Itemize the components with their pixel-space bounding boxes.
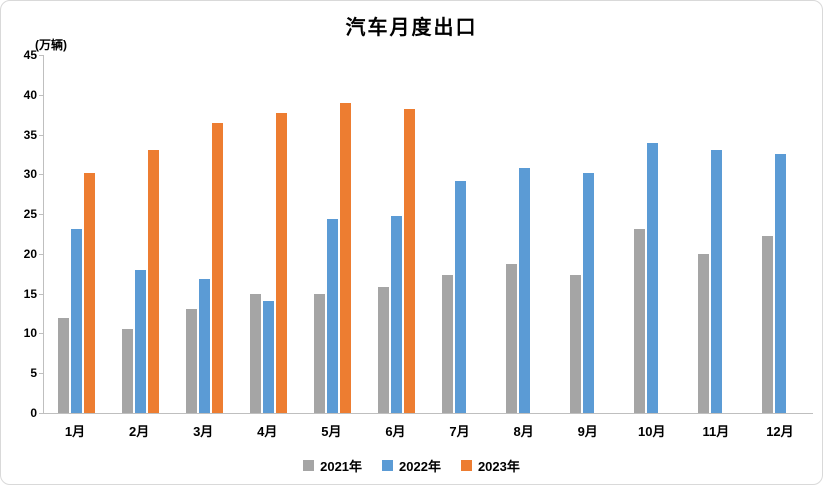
bar-2022年-11月 (711, 150, 723, 413)
x-tick-label: 3月 (193, 424, 214, 439)
y-tick-label: 10 (23, 326, 37, 341)
bar-2023年-5月 (339, 103, 351, 413)
bar-2021年-9月 (570, 275, 582, 413)
legend-label: 2021年 (320, 459, 363, 474)
y-tick-label: 15 (23, 286, 37, 301)
bar-2023年-4月 (275, 113, 287, 413)
legend-label: 2022年 (399, 459, 441, 474)
y-tick-label: 20 (23, 246, 37, 261)
x-tick-label: 6月 (385, 424, 406, 439)
legend-item-2022年: 2022年 (382, 456, 441, 475)
bar-2021年-10月 (634, 229, 646, 413)
x-tick-label: 5月 (321, 424, 342, 439)
x-tick-label: 12月 (766, 424, 794, 439)
x-tick-label: 2月 (129, 424, 150, 439)
x-tick-label: 1月 (64, 424, 86, 439)
bar-2021年-5月 (313, 294, 325, 413)
x-tick-label: 4月 (257, 424, 278, 439)
x-tick-label: 8月 (513, 424, 534, 439)
bar-2022年-2月 (134, 270, 146, 413)
bar-2021年-6月 (377, 287, 389, 413)
y-axis-unit-label: (万辆) (35, 38, 67, 52)
bar-2022年-4月 (262, 301, 274, 413)
y-tick-label: 45 (23, 48, 37, 62)
y-tick-label: 25 (23, 207, 37, 222)
legend-item-2023年: 2023年 (460, 456, 520, 475)
y-tick-label: 0 (30, 406, 37, 420)
legend-swatch (460, 460, 472, 471)
bar-2022年-12月 (775, 154, 787, 413)
x-tick-label: 11月 (702, 424, 730, 439)
bar-2021年-8月 (506, 264, 518, 413)
bar-2021年-7月 (442, 275, 454, 413)
bar-2022年-9月 (583, 173, 595, 413)
bar-2021年-2月 (121, 329, 133, 413)
legend: 2021年 2022年 2023年 (1, 456, 822, 475)
legend-item-2021年: 2021年 (303, 456, 362, 475)
bar-2021年-1月 (57, 318, 69, 413)
bar-2021年-3月 (185, 309, 197, 413)
bar-2021年-11月 (698, 254, 710, 413)
y-tick-label: 40 (23, 87, 37, 102)
x-tick-label: 9月 (577, 424, 598, 439)
plot-area (43, 55, 813, 414)
legend-swatch (382, 460, 394, 471)
bar-2023年-3月 (211, 123, 223, 413)
legend-label: 2023年 (477, 459, 520, 474)
x-tick-label: 10月 (638, 424, 666, 439)
bar-2022年-3月 (198, 279, 210, 413)
bar-2023年-1月 (83, 173, 95, 413)
bar-2022年-6月 (390, 216, 402, 413)
y-tick-label: 5 (30, 366, 37, 381)
x-tick-label: 7月 (449, 424, 470, 439)
legend-swatch (303, 460, 315, 471)
bar-2022年-1月 (70, 229, 82, 413)
y-tick-label: 35 (23, 127, 37, 142)
y-tick-label: 30 (23, 167, 37, 182)
bar-2022年-8月 (519, 168, 531, 413)
bar-2021年-4月 (249, 294, 261, 413)
bar-2022年-7月 (455, 181, 467, 413)
chart-title: 汽车月度出口 (345, 17, 478, 39)
bar-2022年-5月 (326, 219, 338, 413)
bar-2023年-6月 (403, 109, 415, 413)
bar-2022年-10月 (647, 143, 659, 413)
bar-2023年-2月 (147, 150, 159, 413)
bar-2021年-12月 (762, 236, 774, 413)
